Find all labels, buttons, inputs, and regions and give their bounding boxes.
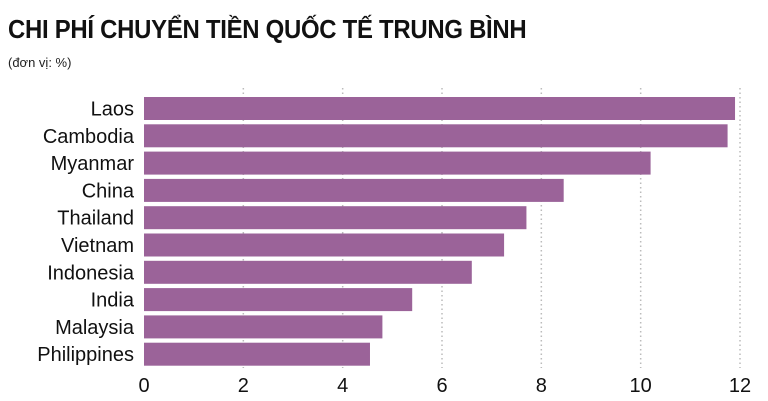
bars	[144, 97, 736, 366]
bar	[144, 315, 383, 339]
bar	[144, 342, 370, 366]
x-tick-labels: 0 2 4 6 8 10 12	[138, 375, 751, 397]
x-tick-label: 2	[238, 375, 249, 397]
category-label: Laos	[91, 99, 134, 121]
category-label: Cambodia	[43, 126, 135, 148]
x-tick-label: 4	[337, 375, 348, 397]
chart-title: CHI PHÍ CHUYỂN TIỀN QUỐC TẾ TRUNG BÌNH	[8, 14, 527, 44]
category-label: Myanmar	[51, 153, 135, 175]
category-label: India	[91, 290, 135, 312]
x-tick-label: 6	[436, 375, 447, 397]
category-label: Indonesia	[47, 262, 135, 284]
category-label: China	[82, 180, 135, 202]
bar	[144, 233, 505, 257]
bar	[144, 260, 472, 284]
x-tick-label: 12	[729, 375, 751, 397]
category-label: Malaysia	[55, 317, 135, 339]
x-tick-label: 8	[536, 375, 547, 397]
bar	[144, 206, 527, 230]
bar	[144, 97, 736, 120]
category-label: Vietnam	[61, 235, 134, 257]
bar	[144, 178, 564, 202]
x-tick-label: 0	[138, 375, 149, 397]
category-label: Thailand	[57, 208, 134, 230]
bar	[144, 288, 413, 312]
bar	[144, 124, 728, 148]
bar	[144, 151, 651, 175]
category-label: Philippines	[37, 344, 134, 366]
chart-subtitle: (đơn vị: %)	[8, 55, 72, 70]
x-tick-label: 10	[630, 375, 652, 397]
category-labels: Laos Cambodia Myanmar China Thailand Vietnam I…	[37, 99, 135, 367]
